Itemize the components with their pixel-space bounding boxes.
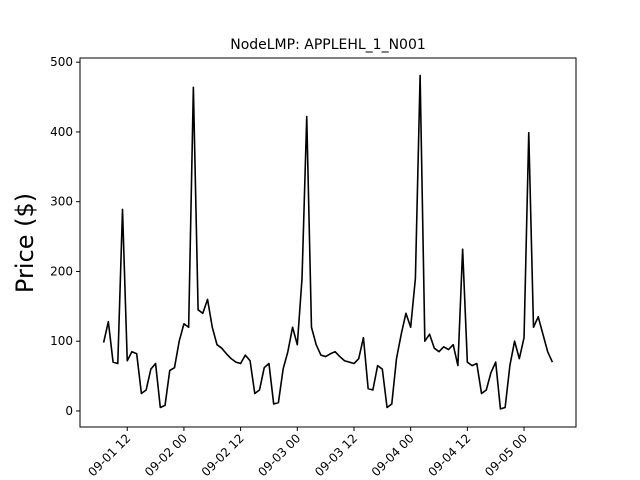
y-tick-label: 300 xyxy=(50,195,73,209)
x-tick-label: 09-05 00 xyxy=(482,431,530,479)
y-tick-label: 500 xyxy=(50,55,73,69)
x-tick-label: 09-03 00 xyxy=(255,431,303,479)
y-tick-label: 100 xyxy=(50,334,73,348)
y-tick-label: 0 xyxy=(65,404,73,418)
y-axis-label: Price ($) xyxy=(11,193,39,293)
price-line xyxy=(102,74,554,410)
plot-frame xyxy=(79,57,577,428)
chart-title: NodeLMP: APPLEHL_1_N001 xyxy=(230,37,426,53)
x-tick-label: 09-02 12 xyxy=(199,431,247,479)
x-tick-label: 09-02 00 xyxy=(142,431,190,479)
y-tick-label: 400 xyxy=(50,125,73,139)
x-tick-label: 09-04 12 xyxy=(425,431,473,479)
x-tick-label: 09-03 12 xyxy=(312,431,360,479)
x-tick-label: 09-04 00 xyxy=(369,431,417,479)
y-tick-label: 200 xyxy=(50,264,73,278)
x-tick-label: 09-01 12 xyxy=(85,431,133,479)
